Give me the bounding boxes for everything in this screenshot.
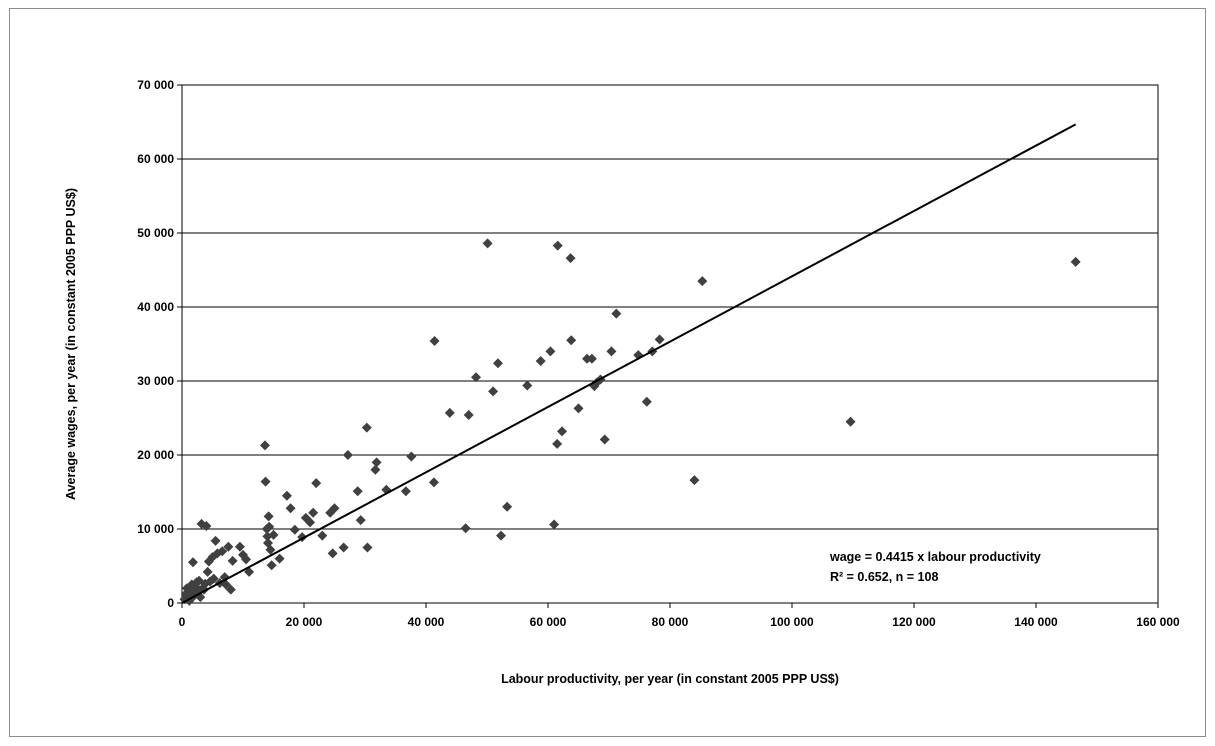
data-point — [502, 501, 513, 512]
data-point — [482, 238, 493, 249]
x-tick-label: 140 000 — [1014, 615, 1058, 629]
data-point — [444, 407, 455, 418]
data-point — [355, 515, 366, 526]
y-tick-label: 70 000 — [137, 78, 174, 92]
data-point — [217, 546, 228, 557]
data-point — [268, 529, 279, 540]
data-point — [845, 416, 856, 427]
data-point — [471, 372, 482, 383]
data-point — [259, 440, 270, 451]
chart-frame: 0 10 000 20 000 30 000 40 000 50 000 60 000 70 … — [9, 8, 1206, 737]
data-point — [611, 308, 622, 319]
data-point — [1070, 256, 1081, 267]
data-points — [179, 238, 1081, 606]
x-tick-label: 0 — [179, 615, 186, 629]
data-point — [263, 511, 274, 522]
y-tick-label: 30 000 — [137, 374, 174, 388]
data-point — [234, 541, 245, 552]
y-tick-label: 60 000 — [137, 152, 174, 166]
data-point — [545, 346, 556, 357]
y-tick-label: 50 000 — [137, 226, 174, 240]
data-point — [557, 426, 568, 437]
data-point — [210, 535, 221, 546]
data-point — [187, 557, 198, 568]
data-point — [586, 353, 597, 364]
data-point — [361, 422, 372, 433]
data-point — [202, 566, 213, 577]
data-point — [371, 457, 382, 468]
x-tick-label: 60 000 — [530, 615, 567, 629]
x-tick-label: 100 000 — [770, 615, 814, 629]
data-point — [549, 519, 560, 530]
data-point — [488, 386, 499, 397]
y-tick-label: 20 000 — [137, 448, 174, 462]
data-point — [496, 530, 507, 541]
x-tick-label: 160 000 — [1136, 615, 1180, 629]
scatter-chart: 0 10 000 20 000 30 000 40 000 50 000 60 000 70 … — [64, 78, 1180, 686]
data-point — [281, 490, 292, 501]
y-tick-label: 10 000 — [137, 522, 174, 536]
data-point — [264, 521, 275, 532]
data-point — [463, 410, 474, 421]
data-point — [573, 403, 584, 414]
gridlines — [182, 158, 1158, 530]
r-squared-annotation: R² = 0.652, n = 108 — [830, 570, 938, 584]
data-point — [225, 584, 236, 595]
data-point — [208, 573, 219, 584]
data-point — [241, 554, 252, 565]
data-point — [428, 477, 439, 488]
data-point — [308, 507, 319, 518]
data-point — [406, 451, 417, 462]
data-point — [329, 503, 340, 514]
data-point — [492, 358, 503, 369]
y-axis-ticks: 0 10 000 20 000 30 000 40 000 50 000 60 000 70 … — [137, 78, 182, 610]
data-point — [697, 276, 708, 287]
data-point — [300, 512, 311, 523]
data-point — [289, 524, 300, 535]
x-tick-label: 20 000 — [286, 615, 323, 629]
data-point — [552, 240, 563, 251]
data-point — [317, 530, 328, 541]
x-tick-label: 40 000 — [408, 615, 445, 629]
regression-line — [181, 123, 1077, 604]
data-point — [654, 334, 665, 345]
data-point — [305, 517, 316, 528]
data-point — [400, 486, 411, 497]
x-tick-label: 120 000 — [892, 615, 936, 629]
x-axis-title: Labour productivity, per year (in consta… — [501, 672, 839, 686]
data-point — [223, 541, 234, 552]
data-point — [342, 450, 353, 460]
data-point — [227, 555, 238, 566]
data-point — [311, 478, 322, 489]
data-point — [566, 335, 577, 346]
data-point — [201, 521, 212, 532]
data-point — [266, 560, 277, 571]
y-axis-title: Average wages, per year (in constant 200… — [64, 188, 78, 500]
data-point — [362, 542, 373, 553]
equation-annotation: wage = 0.4415 x labour productivity — [829, 550, 1041, 564]
data-point — [370, 464, 381, 475]
data-point — [522, 380, 533, 391]
data-point — [641, 396, 652, 407]
data-point — [535, 356, 546, 367]
y-tick-label: 40 000 — [137, 300, 174, 314]
data-point — [274, 553, 285, 564]
data-point — [689, 475, 700, 486]
data-point — [260, 476, 271, 487]
data-point — [327, 548, 338, 559]
data-point — [352, 486, 363, 497]
data-point — [285, 503, 296, 514]
data-point — [429, 336, 440, 347]
data-point — [599, 434, 610, 445]
data-point — [220, 579, 231, 590]
x-axis-ticks: 0 20 000 40 000 60 000 80 000 100 000 120 000 1… — [179, 603, 1180, 629]
data-point — [265, 544, 276, 555]
data-point — [606, 346, 617, 357]
data-point — [552, 438, 563, 449]
y-tick-label: 0 — [167, 596, 174, 610]
data-point — [565, 253, 576, 264]
x-tick-label: 80 000 — [652, 615, 689, 629]
data-point — [460, 523, 471, 534]
data-point — [338, 542, 349, 553]
